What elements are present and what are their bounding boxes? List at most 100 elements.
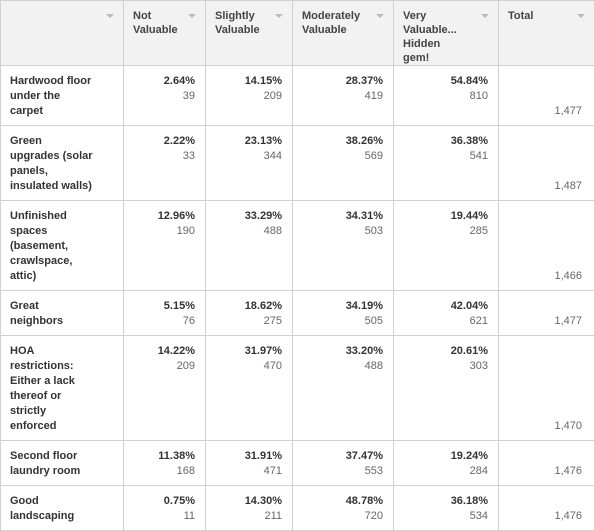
count: 76 bbox=[132, 314, 195, 329]
data-cell: 19.44%285 bbox=[394, 201, 499, 291]
total: 1,487 bbox=[499, 126, 594, 201]
row-label: Hardwood floor under the carpet bbox=[1, 66, 102, 125]
cell-content: 20.61%303 bbox=[394, 336, 498, 374]
percentage: 19.24% bbox=[402, 449, 488, 464]
header-cell: Total bbox=[499, 1, 594, 66]
count: 621 bbox=[402, 314, 488, 329]
cell-content: 5.15%76 bbox=[124, 291, 205, 329]
count: 190 bbox=[132, 224, 195, 239]
percentage: 12.96% bbox=[132, 209, 195, 224]
percentage: 14.22% bbox=[132, 344, 195, 359]
data-cell: 42.04%621 bbox=[394, 291, 499, 336]
row-label-cell: Good landscaping bbox=[1, 486, 124, 531]
count: 569 bbox=[301, 149, 383, 164]
percentage: 37.47% bbox=[301, 449, 383, 464]
percentage: 20.61% bbox=[402, 344, 488, 359]
sort-arrow[interactable] bbox=[106, 14, 114, 18]
data-cell: 33.29%488 bbox=[206, 201, 293, 291]
data-cell: 2.22%33 bbox=[124, 126, 206, 201]
data-cell: 28.37%419 bbox=[293, 66, 394, 126]
percentage: 5.15% bbox=[132, 299, 195, 314]
sort-arrow[interactable] bbox=[188, 14, 196, 18]
percentage: 14.15% bbox=[214, 74, 282, 89]
percentage: 31.97% bbox=[214, 344, 282, 359]
sort-arrow[interactable] bbox=[577, 14, 585, 18]
percentage: 54.84% bbox=[402, 74, 488, 89]
count: 471 bbox=[214, 464, 282, 479]
total: 1,477 bbox=[499, 291, 594, 336]
count: 285 bbox=[402, 224, 488, 239]
total: 1,466 bbox=[499, 201, 594, 291]
sort-arrow[interactable] bbox=[376, 14, 384, 18]
data-cell: 14.22%209 bbox=[124, 336, 206, 441]
header-text: Moderately Valuable bbox=[293, 1, 380, 37]
sort-arrow[interactable] bbox=[481, 14, 489, 18]
table-row: HOA restrictions: Either a lack thereof … bbox=[1, 336, 594, 441]
row-label: Good landscaping bbox=[1, 486, 102, 530]
data-cell: 18.62%275 bbox=[206, 291, 293, 336]
cell-content: 11.38%168 bbox=[124, 441, 205, 479]
count: 209 bbox=[214, 89, 282, 104]
cell-content: 14.30%211 bbox=[206, 486, 292, 524]
total: 1,477 bbox=[499, 66, 594, 126]
data-cell: 2.64%39 bbox=[124, 66, 206, 126]
percentage: 33.29% bbox=[214, 209, 282, 224]
cell-content: 2.64%39 bbox=[124, 66, 205, 104]
row-label: Unfinished spaces (basement, crawlspace,… bbox=[1, 201, 102, 290]
data-cell: 23.13%344 bbox=[206, 126, 293, 201]
data-cell: 34.31%503 bbox=[293, 201, 394, 291]
header-cell: Slightly Valuable bbox=[206, 1, 293, 66]
count: 541 bbox=[402, 149, 488, 164]
table-row: Hardwood floor under the carpet 2.64%39 14… bbox=[1, 66, 594, 126]
data-cell: 31.97%470 bbox=[206, 336, 293, 441]
sort-arrow[interactable] bbox=[275, 14, 283, 18]
cell-content: 19.24%284 bbox=[394, 441, 498, 479]
row-label: Great neighbors bbox=[1, 291, 102, 335]
percentage: 18.62% bbox=[214, 299, 282, 314]
percentage: 38.26% bbox=[301, 134, 383, 149]
percentage: 42.04% bbox=[402, 299, 488, 314]
percentage: 23.13% bbox=[214, 134, 282, 149]
percentage: 28.37% bbox=[301, 74, 383, 89]
percentage: 36.38% bbox=[402, 134, 488, 149]
cell-content: 34.19%505 bbox=[293, 291, 393, 329]
data-cell: 36.38%541 bbox=[394, 126, 499, 201]
cell-content: 34.31%503 bbox=[293, 201, 393, 239]
header-text: Very Valuable... Hidden gem! bbox=[394, 1, 471, 65]
percentage: 0.75% bbox=[132, 494, 195, 509]
row-label-cell: Hardwood floor under the carpet bbox=[1, 66, 124, 126]
data-cell: 37.47%553 bbox=[293, 441, 394, 486]
total: 1,476 bbox=[499, 486, 594, 531]
data-cell: 36.18%534 bbox=[394, 486, 499, 531]
cell-content: 37.47%553 bbox=[293, 441, 393, 479]
percentage: 48.78% bbox=[301, 494, 383, 509]
cell-content: 14.22%209 bbox=[124, 336, 205, 374]
count: 209 bbox=[132, 359, 195, 374]
data-cell: 38.26%569 bbox=[293, 126, 394, 201]
data-cell: 31.91%471 bbox=[206, 441, 293, 486]
row-label: HOA restrictions: Either a lack thereof … bbox=[1, 336, 102, 440]
header-cell bbox=[1, 1, 124, 66]
data-cell: 34.19%505 bbox=[293, 291, 394, 336]
cell-content: 28.37%419 bbox=[293, 66, 393, 104]
row-label-cell: HOA restrictions: Either a lack thereof … bbox=[1, 336, 124, 441]
data-cell: 11.38%168 bbox=[124, 441, 206, 486]
data-cell: 54.84%810 bbox=[394, 66, 499, 126]
cell-content: 18.62%275 bbox=[206, 291, 292, 329]
cell-content: 36.18%534 bbox=[394, 486, 498, 524]
count: 720 bbox=[301, 509, 383, 524]
count: 503 bbox=[301, 224, 383, 239]
count: 505 bbox=[301, 314, 383, 329]
header-cell: Very Valuable... Hidden gem! bbox=[394, 1, 499, 66]
count: 419 bbox=[301, 89, 383, 104]
cell-content: 23.13%344 bbox=[206, 126, 292, 164]
total: 1,470 bbox=[499, 336, 594, 441]
percentage: 34.31% bbox=[301, 209, 383, 224]
row-label-cell: Second floor laundry room bbox=[1, 441, 124, 486]
cell-content: 54.84%810 bbox=[394, 66, 498, 104]
